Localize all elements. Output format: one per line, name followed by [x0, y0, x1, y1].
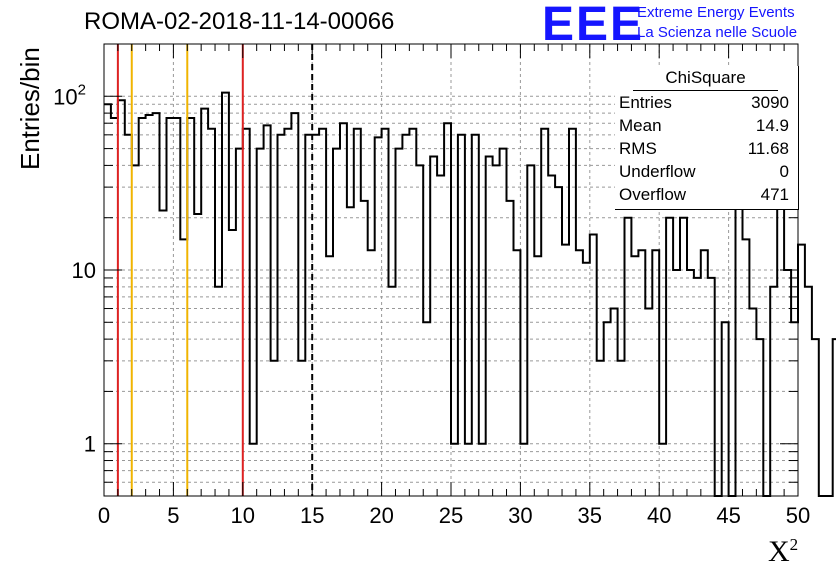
stats-title: ChiSquare	[633, 68, 778, 91]
stats-row-underflow: Underflow 0	[619, 162, 789, 181]
x-axis-label: X2	[768, 535, 799, 568]
logo-line-2: La Scienza nelle Scuole	[637, 24, 798, 41]
x-tick-label: 30	[508, 503, 532, 528]
stats-row-mean: Mean 14.9	[619, 116, 789, 135]
x-tick-label: 0	[98, 503, 110, 528]
stats-row-rms: RMS 11.68	[619, 139, 789, 158]
y-tick-label: 10	[72, 258, 96, 283]
x-tick-label: 25	[439, 503, 463, 528]
eee-logo: EEE	[542, 0, 645, 51]
y-tick-label: 102	[53, 81, 86, 109]
x-tick-label: 40	[647, 503, 671, 528]
stats-row-entries: Entries 3090	[619, 93, 789, 112]
x-tick-label: 45	[716, 503, 740, 528]
histogram-line	[104, 91, 836, 497]
chart-title: ROMA-02-2018-11-14-00066	[84, 8, 395, 35]
x-tick-label: 5	[167, 503, 179, 528]
stats-row-overflow: Overflow 471	[619, 185, 789, 204]
x-tick-label: 10	[231, 503, 255, 528]
x-tick-label: 20	[369, 503, 393, 528]
x-tick-label: 15	[300, 503, 324, 528]
y-axis-label: Entries/bin	[15, 47, 45, 170]
logo-line-1: Extreme Energy Events	[637, 4, 795, 21]
y-tick-label: 1	[84, 432, 96, 457]
x-tick-label: 50	[786, 503, 810, 528]
stats-box: ChiSquare Entries 3090 Mean 14.9 RMS 11.68 …	[615, 66, 799, 210]
x-tick-label: 35	[578, 503, 602, 528]
histogram-series	[104, 91, 836, 497]
x-axis: 0 5 10 15 20 25 30 35 40 45 50	[98, 44, 810, 528]
